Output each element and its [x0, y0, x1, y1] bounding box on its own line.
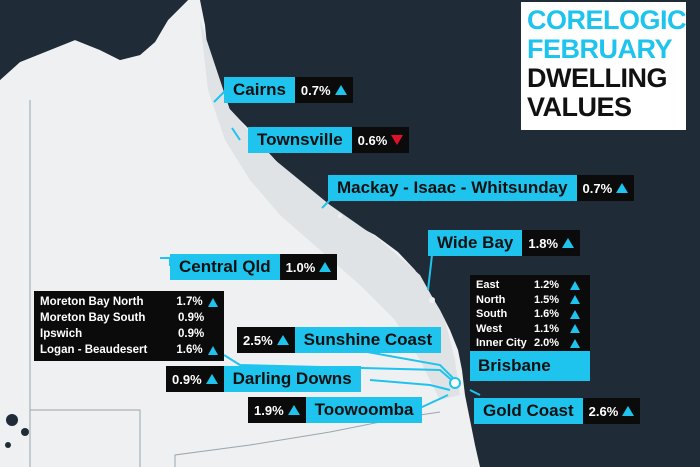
up-arrow-icon: [319, 262, 332, 272]
region-value: 1.8%: [522, 230, 581, 256]
up-arrow-icon: [570, 295, 580, 305]
label-centralqld: Central Qld 1.0%: [170, 254, 338, 280]
up-arrow-icon: [205, 374, 218, 384]
up-arrow-icon: [562, 238, 575, 248]
title-line-4: VALUES: [527, 92, 632, 122]
region-value: 1.0%: [279, 254, 338, 280]
label-goldcoast: Gold Coast 2.6%: [474, 398, 641, 424]
up-arrow-icon: [616, 183, 629, 193]
up-arrow-icon: [334, 85, 347, 95]
up-arrow-icon: [208, 297, 218, 307]
region-value: 0.9%: [166, 366, 224, 392]
label-mackay: Mackay - Isaac - Whitsunday 0.7%: [328, 175, 635, 201]
table-row: West 1.1%: [476, 322, 584, 337]
table-row: North 1.5%: [476, 293, 584, 308]
up-arrow-icon: [208, 345, 218, 355]
region-value: 1.9%: [248, 397, 306, 423]
up-arrow-icon: [570, 338, 580, 348]
region-name: Toowoomba: [305, 397, 423, 423]
table-row: East 1.2%: [476, 278, 584, 293]
table-row: Moreton Bay North 1.7%: [40, 294, 218, 310]
table-row: Inner City 2.0%: [476, 336, 584, 351]
up-arrow-icon: [276, 335, 289, 345]
region-name: Mackay - Isaac - Whitsunday: [328, 175, 577, 201]
table-row: Logan - Beaudesert 1.6%: [40, 342, 218, 358]
region-value: 0.7%: [294, 77, 353, 103]
region-value: 2.6%: [582, 398, 641, 424]
label-cairns: Cairns 0.7%: [224, 77, 353, 103]
title-line-1: CORELOGIC: [527, 5, 687, 35]
title-line-3: DWELLING: [527, 63, 667, 93]
region-name: Wide Bay: [428, 230, 523, 256]
region-name: Sunshine Coast: [294, 327, 442, 353]
region-value: 0.6%: [351, 127, 410, 153]
region-value: 0.7%: [576, 175, 635, 201]
moreton-bay-table: Moreton Bay North 1.7% Moreton Bay South…: [34, 291, 224, 361]
region-name: Townsville: [248, 127, 352, 153]
region-name: Darling Downs: [223, 366, 361, 392]
region-name: Gold Coast: [474, 398, 583, 424]
title-line-2: FEBRUARY: [527, 34, 673, 64]
up-arrow-icon: [622, 406, 635, 416]
label-darling: 0.9% Darling Downs: [166, 366, 361, 392]
region-value: 2.5%: [237, 327, 295, 353]
up-arrow-icon: [570, 309, 580, 319]
up-arrow-icon: [570, 324, 580, 334]
table-row: South 1.6%: [476, 307, 584, 322]
table-row: Ipswich 0.9%: [40, 328, 205, 340]
up-arrow-icon: [570, 280, 580, 290]
label-widebay: Wide Bay 1.8%: [428, 230, 581, 256]
label-townsville: Townsville 0.6%: [248, 127, 410, 153]
label-sunshine: 2.5% Sunshine Coast: [237, 327, 442, 353]
down-arrow-icon: [391, 135, 404, 145]
brisbane-table: East 1.2% North 1.5% South 1.6% West 1.1…: [470, 275, 590, 351]
region-name: Central Qld: [170, 254, 280, 280]
table-row: Moreton Bay South 0.9%: [40, 312, 205, 324]
up-arrow-icon: [287, 405, 300, 415]
map-title: CORELOGIC FEBRUARY DWELLING VALUES: [521, 2, 687, 130]
brisbane-marker: [449, 377, 461, 389]
brisbane-label: Brisbane: [470, 351, 590, 381]
label-toowoomba: 1.9% Toowoomba: [248, 397, 423, 423]
region-name: Cairns: [224, 77, 295, 103]
